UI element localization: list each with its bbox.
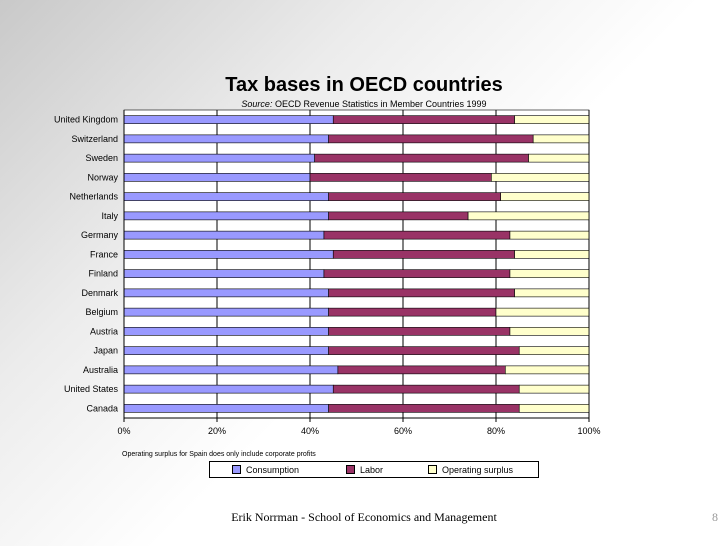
bar-consumption <box>123 288 329 298</box>
bar-consumption <box>123 173 311 182</box>
x-tick-label: 60% <box>394 426 412 436</box>
category-label: Australia <box>83 365 118 375</box>
category-label: Italy <box>101 211 118 221</box>
page-number: 8 <box>712 510 718 524</box>
slide-footer: Erik Norrman - School of Economics and M… <box>231 510 497 524</box>
category-label: Sweden <box>85 153 118 163</box>
bar-labor <box>328 404 520 413</box>
bar-consumption <box>123 365 339 375</box>
bar-consumption <box>123 269 325 278</box>
bar-operating-surplus <box>518 346 590 355</box>
bar-consumption <box>123 327 329 336</box>
legend-swatch-consumption <box>232 465 241 475</box>
bar-consumption <box>123 404 329 413</box>
category-label: Netherlands <box>69 192 118 202</box>
bar-operating-surplus <box>509 230 590 240</box>
bar-operating-surplus <box>491 173 590 182</box>
bar-consumption <box>123 211 329 221</box>
bar-operating-surplus <box>514 250 590 259</box>
bar-consumption <box>123 134 329 144</box>
subtitle-text: OECD Revenue Statistics in Member Countr… <box>274 99 487 109</box>
legend-label-consumption: Consumption <box>246 465 300 475</box>
legend-label-labor: Labor <box>360 465 384 475</box>
bar-labor <box>323 230 511 240</box>
x-tick-label: 80% <box>487 426 505 436</box>
x-tick-label: 40% <box>301 426 319 436</box>
bar-labor <box>337 365 506 375</box>
bar-operating-surplus <box>518 384 590 394</box>
bar-consumption <box>123 192 329 201</box>
chart-legend: Consumption Labor Operating surplus <box>209 461 539 478</box>
legend-item-labor: Labor <box>346 465 383 475</box>
bar-operating-surplus <box>528 153 590 163</box>
bar-labor <box>309 173 492 182</box>
bar-operating-surplus <box>518 404 590 413</box>
category-label: Belgium <box>85 307 118 317</box>
x-tick-label: 20% <box>208 426 226 436</box>
x-tick-label: 100% <box>577 426 600 436</box>
legend-swatch-operating-surplus <box>428 465 437 475</box>
bar-labor <box>332 115 515 124</box>
chart-subtitle: Source: OECD Revenue Statistics in Membe… <box>0 99 728 109</box>
bar-labor <box>332 250 515 259</box>
x-tick-label: 0% <box>117 426 130 436</box>
category-label: Switzerland <box>71 134 118 144</box>
category-label: United Kingdom <box>54 115 118 125</box>
bar-operating-surplus <box>514 288 590 298</box>
bar-labor <box>328 288 515 298</box>
bar-operating-surplus <box>467 211 590 221</box>
bar-labor <box>328 307 497 317</box>
legend-item-consumption: Consumption <box>232 465 299 475</box>
bar-labor <box>332 384 520 394</box>
legend-swatch-labor <box>346 465 355 475</box>
bar-labor <box>328 134 534 144</box>
bar-consumption <box>123 230 325 240</box>
bar-operating-surplus <box>532 134 590 144</box>
bar-consumption <box>123 153 315 163</box>
bar-labor <box>328 192 501 201</box>
legend-label-operating-surplus: Operating surplus <box>442 465 514 475</box>
bar-operating-surplus <box>514 115 590 124</box>
subtitle-source-label: Source: <box>241 99 273 109</box>
bar-consumption <box>123 307 329 317</box>
bar-operating-surplus <box>504 365 590 375</box>
bar-labor <box>314 153 529 163</box>
bar-labor <box>328 346 520 355</box>
category-label: Norway <box>87 172 118 182</box>
category-label: Denmark <box>81 288 118 298</box>
category-label: France <box>90 249 118 259</box>
chart-title: Tax bases in OECD countries <box>225 74 503 96</box>
bar-operating-surplus <box>509 327 590 336</box>
category-label: Canada <box>86 403 118 413</box>
legend-item-operating-surplus: Operating surplus <box>428 465 513 475</box>
bar-operating-surplus <box>495 307 590 317</box>
bar-operating-surplus <box>509 269 590 278</box>
chart-footnote: Operating surplus for Spain does only in… <box>122 451 316 458</box>
category-label: Japan <box>93 346 118 356</box>
category-label: United States <box>64 384 119 394</box>
bar-labor <box>328 211 469 221</box>
bar-consumption <box>123 384 334 394</box>
category-label: Finland <box>88 269 118 279</box>
plot-border <box>123 109 590 419</box>
bar-labor <box>323 269 511 278</box>
category-label: Austria <box>90 326 118 336</box>
bar-operating-surplus <box>500 192 590 201</box>
bar-consumption <box>123 346 329 355</box>
bar-consumption <box>123 250 334 259</box>
bar-labor <box>328 327 511 336</box>
bar-consumption <box>123 115 334 124</box>
category-label: Germany <box>81 230 119 240</box>
